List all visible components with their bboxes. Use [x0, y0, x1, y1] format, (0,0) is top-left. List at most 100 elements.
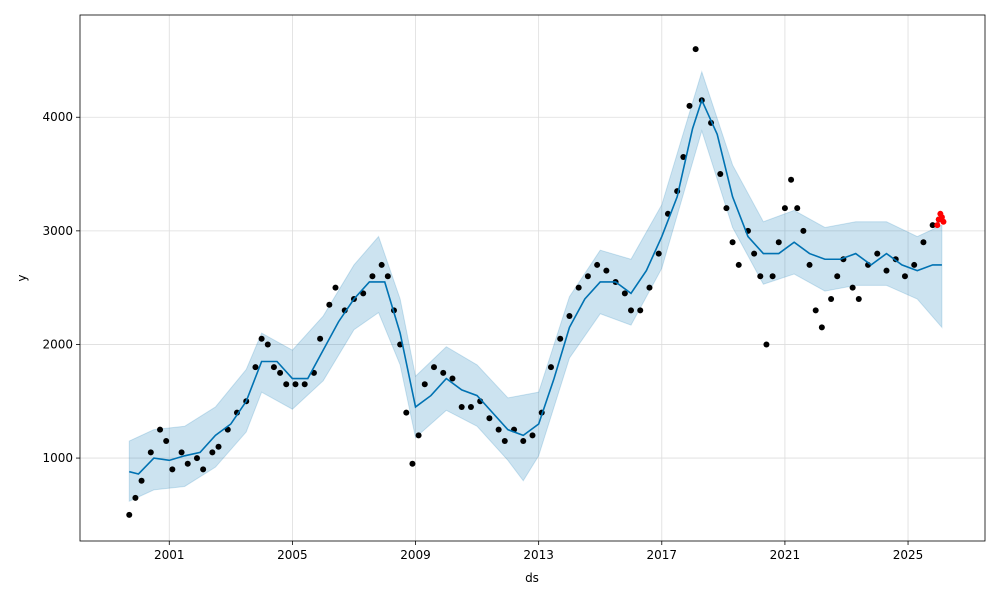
- observed-point: [781, 205, 788, 212]
- observed-point: [594, 261, 601, 268]
- observed-point: [184, 460, 191, 467]
- observed-point: [794, 205, 801, 212]
- observed-point: [467, 403, 474, 410]
- observed-point: [317, 335, 324, 342]
- observed-point: [458, 403, 465, 410]
- observed-point: [233, 409, 240, 416]
- observed-point: [369, 273, 376, 280]
- observed-point: [178, 449, 185, 456]
- observed-point: [628, 307, 635, 314]
- observed-point: [874, 250, 881, 257]
- observed-point: [584, 273, 591, 280]
- observed-point: [812, 307, 819, 314]
- observed-point: [440, 369, 447, 376]
- plot-frame: [79, 14, 986, 542]
- observed-point: [486, 415, 493, 422]
- observed-point: [292, 381, 299, 388]
- x-tick-label: 2025: [893, 548, 924, 562]
- observed-point: [163, 438, 170, 445]
- observed-point: [409, 460, 416, 467]
- observed-point: [529, 432, 536, 439]
- x-axis-label: ds: [525, 571, 539, 585]
- observed-point: [646, 284, 653, 291]
- observed-point: [258, 335, 265, 342]
- y-axis-label: y: [15, 274, 29, 281]
- observed-point: [834, 273, 841, 280]
- observed-point: [341, 307, 348, 314]
- observed-point: [157, 426, 164, 433]
- y-tick-label: 2000: [42, 337, 73, 351]
- observed-point: [621, 290, 628, 297]
- observed-point: [126, 511, 133, 518]
- observed-point: [692, 46, 699, 53]
- observed-point: [637, 307, 644, 314]
- observed-point: [264, 341, 271, 348]
- observed-point: [775, 239, 782, 246]
- observed-point: [735, 261, 742, 268]
- observed-point: [849, 284, 856, 291]
- forecast-yhat-line: [129, 97, 942, 475]
- observed-point: [384, 273, 391, 280]
- observed-points: [126, 46, 942, 518]
- observed-point: [378, 261, 385, 268]
- observed-point: [655, 250, 662, 257]
- observed-point: [147, 449, 154, 456]
- observed-point: [209, 449, 216, 456]
- observed-point: [788, 176, 795, 183]
- observed-point: [132, 494, 139, 501]
- y-tick-label: 1000: [42, 451, 73, 465]
- observed-point: [283, 381, 290, 388]
- x-tick-label: 2009: [400, 548, 431, 562]
- observed-point: [557, 335, 564, 342]
- observed-point: [920, 239, 927, 246]
- observed-point: [326, 301, 333, 308]
- observed-point: [603, 267, 610, 274]
- observed-point: [575, 284, 582, 291]
- x-tick-label: 2001: [154, 548, 185, 562]
- observed-point: [818, 324, 825, 331]
- observed-point: [763, 341, 770, 348]
- observed-point: [193, 455, 200, 462]
- observed-point: [169, 466, 176, 473]
- observed-point: [901, 273, 908, 280]
- uncertainty-interval: [128, 70, 943, 503]
- observed-point: [449, 375, 456, 382]
- observed-point: [138, 477, 145, 484]
- observed-point: [800, 227, 807, 234]
- observed-point: [495, 426, 502, 433]
- observed-point: [520, 438, 527, 445]
- observed-point: [883, 267, 890, 274]
- recent-point: [938, 214, 945, 221]
- observed-point: [403, 409, 410, 416]
- observed-point: [215, 443, 222, 450]
- observed-point: [566, 313, 573, 320]
- observed-point: [501, 438, 508, 445]
- observed-point: [757, 273, 764, 280]
- observed-point: [415, 432, 422, 439]
- x-tick-label: 2013: [523, 548, 554, 562]
- observed-point: [252, 364, 259, 371]
- observed-point: [911, 261, 918, 268]
- observed-point: [729, 239, 736, 246]
- y-tick-label: 4000: [42, 110, 73, 124]
- observed-point: [769, 273, 776, 280]
- recent-point: [940, 218, 947, 225]
- observed-point: [360, 290, 367, 297]
- observed-point: [717, 171, 724, 178]
- observed-point: [421, 381, 428, 388]
- recent-observed-points: [934, 210, 947, 229]
- observed-point: [723, 205, 730, 212]
- recent-point: [934, 222, 941, 229]
- observed-point: [547, 364, 554, 371]
- x-tick-label: 2017: [647, 548, 678, 562]
- x-tick-label: 2005: [277, 548, 308, 562]
- axis-ticks: 2001 2005 2009 2013 2017 2021 2025 1000 2000 3000…: [42, 110, 923, 562]
- observed-point: [751, 250, 758, 257]
- observed-point: [270, 364, 277, 371]
- observed-point: [855, 296, 862, 303]
- forecast-line: [129, 97, 942, 475]
- y-tick-label: 3000: [42, 224, 73, 238]
- observed-point: [828, 296, 835, 303]
